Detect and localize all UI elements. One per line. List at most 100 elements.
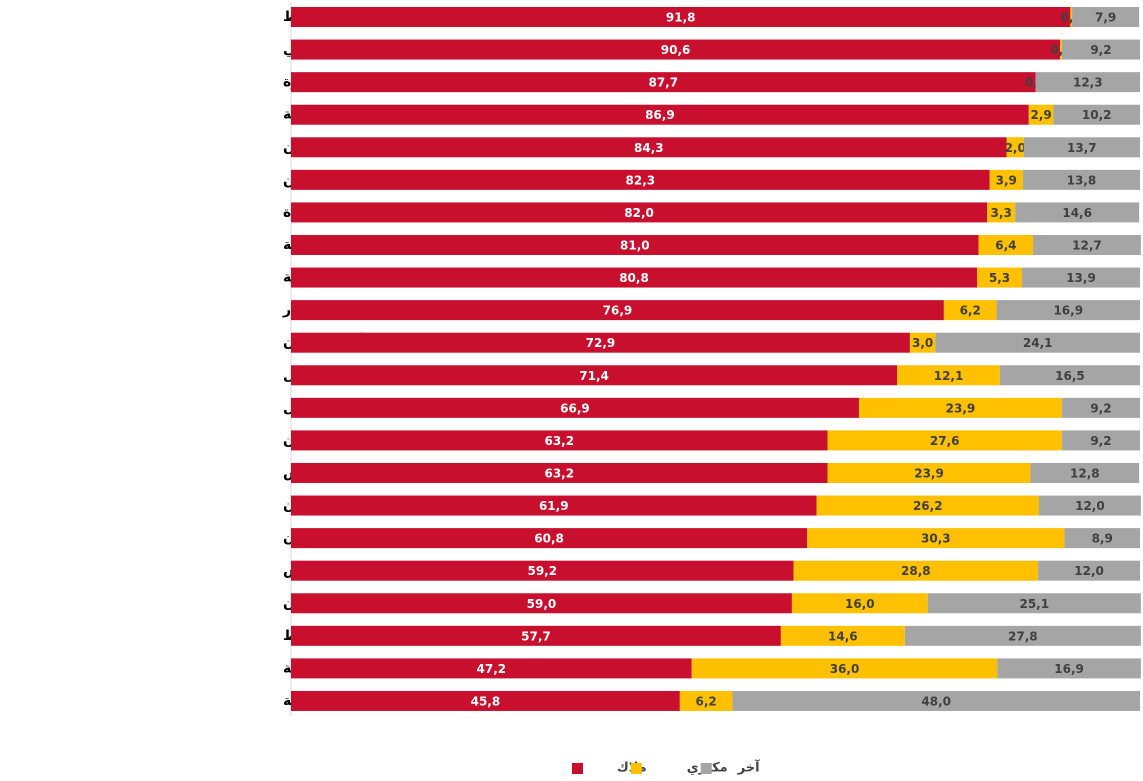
bar-segment (827, 430, 1062, 451)
bar-segment (1022, 169, 1140, 190)
legend-swatch (630, 763, 642, 774)
bar-segment (291, 267, 977, 288)
bar-segment (291, 560, 794, 581)
value-label: 12,0 (1075, 499, 1105, 513)
bar-segment (1038, 495, 1141, 516)
value-label: 72,9 (586, 336, 616, 350)
bar-segment (1061, 39, 1140, 60)
bar-segment (1021, 267, 1140, 288)
value-label: 71,4 (579, 369, 609, 383)
bar-segment (1072, 7, 1140, 27)
value-label: 59,0 (527, 597, 557, 611)
value-label: 23,9 (946, 401, 976, 415)
bar-segment (291, 300, 944, 321)
bar-segment (943, 300, 997, 321)
bar-segment (1030, 462, 1140, 483)
value-label: 2,0 (1005, 141, 1026, 155)
value-label: 13,9 (1066, 271, 1096, 285)
value-label: 12,3 (1073, 76, 1103, 90)
bar-segment (291, 625, 781, 646)
bar-segment (1006, 137, 1024, 158)
value-label: 66,9 (560, 401, 590, 415)
bar-segment (732, 690, 1140, 711)
value-label: 36,0 (830, 662, 860, 676)
value-label: 80,8 (619, 271, 649, 285)
bar-segment (780, 625, 905, 646)
value-label: 16,5 (1055, 369, 1085, 383)
value-label: 2,9 (1030, 108, 1051, 122)
value-label: 28,8 (901, 564, 931, 578)
bar-segment (291, 7, 1071, 27)
bar-segment (1015, 202, 1140, 223)
legend-swatch (700, 763, 712, 774)
bar-segment (291, 137, 1007, 158)
bar-segment (793, 560, 1039, 581)
value-label: 48,0 (921, 694, 951, 708)
bar-segment (989, 169, 1023, 190)
value-label: 3,3 (991, 206, 1012, 220)
bar-segment (291, 169, 990, 190)
value-label: 23,9 (914, 466, 944, 480)
value-label: 12,7 (1072, 238, 1102, 252)
value-label: 82,3 (626, 173, 656, 187)
bar-segment (291, 104, 1029, 125)
bar-segment (807, 528, 1065, 549)
bar-segment (987, 202, 1016, 223)
legend-swatch (572, 763, 583, 774)
value-label: 14,6 (828, 629, 858, 643)
value-label: 81,0 (620, 238, 650, 252)
bar-segment (691, 658, 998, 679)
value-label: 84,3 (634, 141, 664, 155)
value-label: 86,9 (645, 108, 675, 122)
value-label: 10,2 (1082, 108, 1112, 122)
value-label: 13,8 (1067, 173, 1097, 187)
value-label: 6,2 (696, 694, 717, 708)
value-label: 14,6 (1062, 206, 1092, 220)
value-label: 9,2 (1090, 434, 1111, 448)
value-label: 25,1 (1019, 597, 1049, 611)
bar-segment (996, 300, 1140, 321)
value-label: 3,9 (996, 173, 1017, 187)
value-label: 91,8 (666, 11, 696, 25)
value-label: 30,3 (921, 532, 951, 546)
bar-segment (816, 495, 1039, 516)
value-label: 8,9 (1092, 532, 1113, 546)
bar-segment (291, 690, 680, 711)
value-label: 9,2 (1090, 401, 1111, 415)
value-label: 57,7 (521, 629, 551, 643)
value-label: 12,8 (1070, 466, 1100, 480)
value-label: 45,8 (471, 694, 501, 708)
value-label: 47,2 (477, 662, 507, 676)
value-label: 12,1 (934, 369, 964, 383)
bar-segment (927, 593, 1141, 614)
bar-segment (291, 462, 828, 483)
value-label: 87,7 (648, 76, 678, 90)
bar-segment (1033, 234, 1141, 255)
bar-segment (997, 658, 1141, 679)
bar-segment (1038, 560, 1140, 581)
bar-segment (909, 332, 936, 353)
value-label: 27,6 (930, 434, 960, 448)
value-label: 24,1 (1023, 336, 1053, 350)
bar-segment (291, 72, 1036, 93)
bar-segment (291, 39, 1061, 60)
value-label: 60,8 (534, 532, 564, 546)
bar-segment (291, 528, 808, 549)
value-label: 59,2 (527, 564, 557, 578)
bar-segment (827, 462, 1031, 483)
bar-segment (291, 234, 979, 255)
bar-segment (291, 332, 910, 353)
bar-segment (978, 234, 1034, 255)
value-label: 6,2 (960, 304, 981, 318)
value-label: 63,2 (544, 466, 574, 480)
bar-segment (291, 202, 988, 223)
value-label: 13,7 (1067, 141, 1097, 155)
bar-segment (999, 365, 1140, 386)
value-label: 27,8 (1008, 629, 1038, 643)
bar-segment (1053, 104, 1140, 125)
bar-segment (791, 593, 928, 614)
value-label: 76,9 (603, 304, 633, 318)
bar-segment (1064, 528, 1140, 549)
value-label: 16,0 (845, 597, 875, 611)
